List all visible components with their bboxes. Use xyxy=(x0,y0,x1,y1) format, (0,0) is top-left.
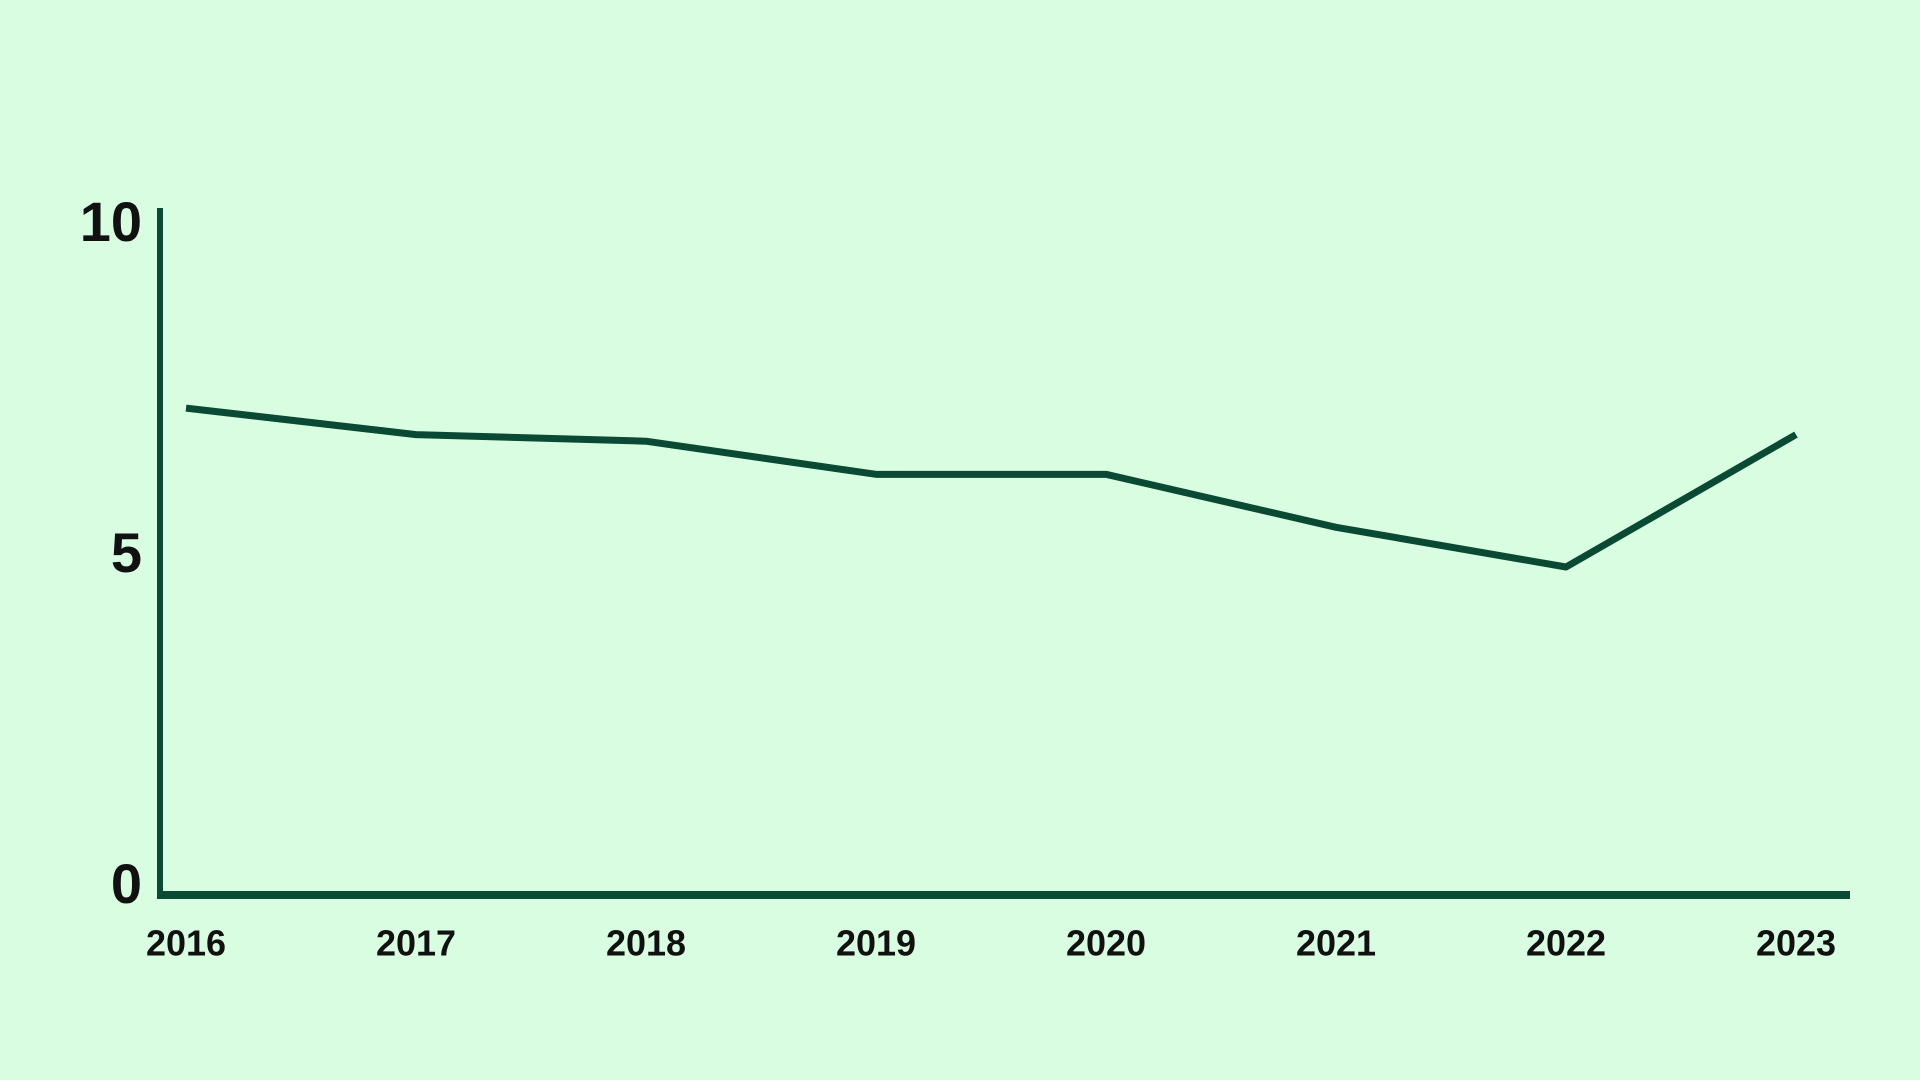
y-tick-label: 10 xyxy=(80,190,142,253)
x-tick-label: 2022 xyxy=(1526,923,1606,964)
line-series xyxy=(185,404,1798,571)
x-tick-label: 2019 xyxy=(836,923,916,964)
y-tick-label: 5 xyxy=(111,521,142,584)
y-tick-label: 0 xyxy=(111,852,142,915)
x-tick-label: 2021 xyxy=(1296,923,1376,964)
x-tick-label: 2023 xyxy=(1756,923,1836,964)
x-tick-label: 2016 xyxy=(146,923,226,964)
x-tick-label: 2018 xyxy=(606,923,686,964)
x-tick-label: 2020 xyxy=(1066,923,1146,964)
x-tick-label: 2017 xyxy=(376,923,456,964)
